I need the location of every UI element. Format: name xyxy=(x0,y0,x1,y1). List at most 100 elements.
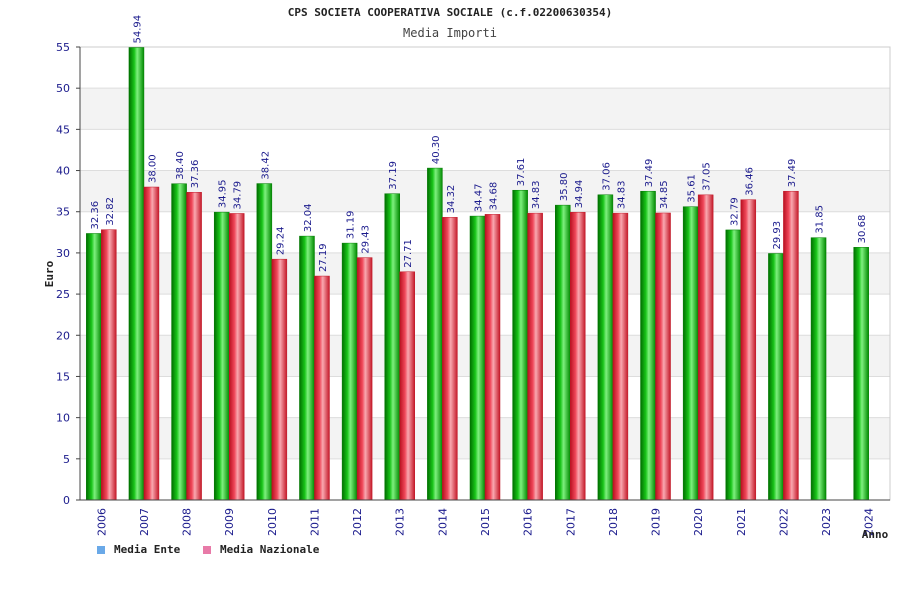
bar-media-nazionale xyxy=(655,212,671,501)
y-tick-label: 15 xyxy=(56,370,70,383)
y-tick-label: 55 xyxy=(56,41,70,54)
bar-media-ente xyxy=(512,189,528,501)
plot-band xyxy=(80,88,890,130)
value-label: 54.94 xyxy=(132,15,143,44)
x-tick-label: 2013 xyxy=(394,508,407,536)
x-tick-label: 2014 xyxy=(436,508,449,536)
value-label: 27.19 xyxy=(318,243,329,272)
x-tick-label: 2020 xyxy=(692,508,705,536)
value-label: 34.47 xyxy=(474,183,485,212)
value-label: 32.79 xyxy=(729,197,740,226)
x-tick-label: 2018 xyxy=(607,508,620,536)
value-label: 35.80 xyxy=(559,172,570,201)
chart-title: CPS SOCIETA COOPERATIVA SOCIALE (c.f.022… xyxy=(288,6,613,19)
axes xyxy=(76,46,890,501)
bar-media-ente xyxy=(299,235,315,501)
bar-media-nazionale xyxy=(271,258,288,501)
value-label: 37.06 xyxy=(601,162,612,191)
value-label: 29.43 xyxy=(361,225,372,254)
value-label: 35.61 xyxy=(687,174,698,203)
value-label: 34.32 xyxy=(446,185,457,214)
bar-media-nazionale xyxy=(740,199,757,501)
y-tick-label: 10 xyxy=(56,412,70,425)
x-tick-label: 2016 xyxy=(522,508,535,536)
bar-media-nazionale xyxy=(697,194,714,501)
x-tick-labels: 2006 2007 2008 2009 2010 2011 2012 2013 2014 2015… xyxy=(95,508,875,536)
x-tick-label: 2023 xyxy=(820,508,833,536)
legend: Media Ente Media Nazionale xyxy=(97,543,320,556)
bar-media-nazionale xyxy=(484,214,501,501)
value-label: 32.04 xyxy=(303,203,314,232)
value-label: 38.40 xyxy=(175,151,186,180)
y-tick-label: 5 xyxy=(63,453,70,466)
y-tick-label: 35 xyxy=(56,206,70,219)
value-labels: 32.36 32.82 54.94 38.00 38.40 37.36 34.95 34.79… xyxy=(90,15,868,272)
value-label: 31.19 xyxy=(346,210,357,239)
bar-media-nazionale xyxy=(442,217,458,501)
bar-media-ente xyxy=(384,193,400,501)
bar-media-nazionale xyxy=(143,186,160,501)
x-tick-label: 2010 xyxy=(266,508,279,536)
x-tick-label: 2012 xyxy=(351,508,364,536)
value-label: 38.42 xyxy=(260,151,271,180)
value-label: 38.00 xyxy=(147,154,158,183)
x-tick-label: 2019 xyxy=(650,508,663,536)
x-tick-label: 2017 xyxy=(564,508,577,536)
legend-swatch-media-ente xyxy=(97,546,105,554)
bar-media-nazionale xyxy=(399,271,415,501)
value-label: 32.82 xyxy=(105,197,116,226)
x-tick-label: 2022 xyxy=(777,508,790,536)
bar-media-ente xyxy=(768,253,784,501)
bar-media-nazionale xyxy=(612,212,629,501)
bar-media-ente xyxy=(128,47,145,501)
bars xyxy=(86,47,869,501)
x-tick-label: 2024 xyxy=(863,508,876,536)
legend-swatch-media-nazionale xyxy=(203,546,211,554)
legend-label-media-nazionale: Media Nazionale xyxy=(220,543,320,556)
value-label: 37.61 xyxy=(516,158,527,187)
bar-media-ente xyxy=(597,194,614,501)
value-label: 29.93 xyxy=(772,221,783,250)
bar-media-ente xyxy=(171,183,187,501)
value-label: 32.36 xyxy=(90,201,101,230)
value-label: 34.94 xyxy=(574,180,585,209)
bar-media-nazionale xyxy=(570,211,586,501)
x-tick-label: 2011 xyxy=(308,508,321,536)
chart-subtitle: Media Importi xyxy=(403,26,497,40)
bar-media-nazionale xyxy=(228,213,245,501)
bar-media-nazionale xyxy=(314,275,330,501)
x-tick-label: 2006 xyxy=(95,508,108,536)
value-label: 37.19 xyxy=(388,161,399,190)
bar-media-nazionale xyxy=(527,212,543,501)
bar-media-ente xyxy=(213,211,230,501)
value-label: 34.83 xyxy=(616,180,627,209)
bar-media-ente xyxy=(86,233,102,501)
value-label: 37.49 xyxy=(787,159,798,188)
x-tick-label: 2015 xyxy=(479,508,492,536)
x-tick-label: 2007 xyxy=(138,508,151,536)
value-label: 31.85 xyxy=(815,205,826,234)
bar-media-ente xyxy=(427,167,443,501)
y-tick-labels: 0 5 10 15 20 25 30 35 40 45 50 55 xyxy=(56,41,70,507)
value-label: 27.71 xyxy=(403,239,414,268)
bar-media-nazionale xyxy=(356,257,373,501)
bar-media-nazionale xyxy=(101,229,117,501)
value-label: 37.36 xyxy=(190,160,201,189)
y-tick-label: 50 xyxy=(56,82,70,95)
value-label: 29.24 xyxy=(275,227,286,256)
value-label: 36.46 xyxy=(744,167,755,196)
value-label: 40.30 xyxy=(431,135,442,164)
value-label: 34.79 xyxy=(233,181,244,210)
bar-media-ente xyxy=(853,247,869,501)
bar-media-ente xyxy=(640,190,656,501)
bar-media-ente xyxy=(682,206,699,501)
y-tick-label: 45 xyxy=(56,123,70,136)
y-axis-label: Euro xyxy=(43,260,56,287)
bar-media-ente xyxy=(555,204,571,501)
y-tick-label: 40 xyxy=(56,165,70,178)
value-label: 37.49 xyxy=(644,159,655,188)
legend-label-media-ente: Media Ente xyxy=(114,543,181,556)
y-tick-label: 25 xyxy=(56,288,70,301)
